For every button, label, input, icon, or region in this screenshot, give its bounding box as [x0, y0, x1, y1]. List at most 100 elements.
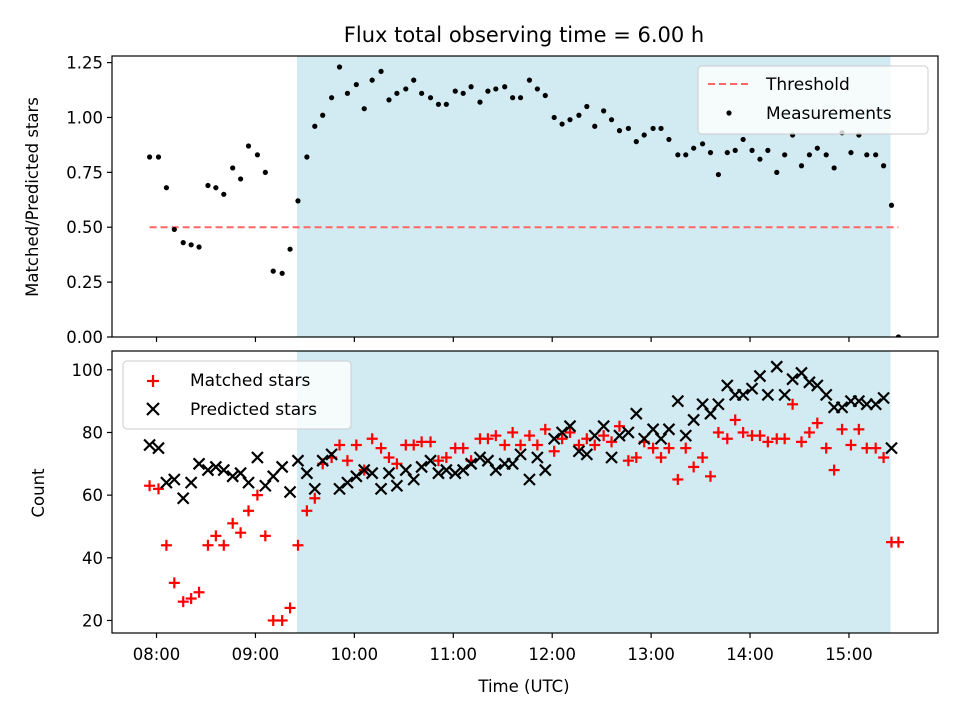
predicted-point: [547, 432, 561, 446]
measurement-point: [196, 244, 202, 250]
predicted-point-b: [547, 432, 561, 446]
measurement-point: [567, 117, 573, 123]
measurement-point: [427, 95, 434, 101]
measurement-point: [625, 125, 631, 132]
matched-point: [507, 426, 519, 438]
matched-point: [630, 452, 642, 464]
predicted-point-b: [555, 426, 569, 439]
predicted-point: [217, 463, 231, 477]
predicted-point-b: [531, 451, 544, 464]
predicted-point-b: [350, 470, 363, 483]
measurement-point: [485, 88, 491, 94]
measurement-point: [798, 163, 805, 169]
predicted-point: [539, 463, 552, 477]
matched-point: [762, 436, 774, 448]
matched-point: [218, 539, 230, 551]
predicted-point: [440, 463, 453, 477]
predicted-point-b: [803, 376, 816, 389]
predicted-point: [687, 413, 700, 427]
measurement-point: [740, 136, 746, 143]
series-measurements: [146, 64, 902, 337]
predicted-point-b: [333, 482, 346, 496]
predicted-point: [192, 457, 206, 471]
matched-point: [688, 461, 700, 473]
predicted-point-b: [869, 397, 882, 411]
predicted-point-b: [605, 451, 618, 464]
matched-point: [598, 430, 610, 442]
matched-point: [341, 455, 353, 467]
predicted-point-b: [234, 466, 247, 480]
matched-point: [383, 452, 395, 464]
axes-frame: [111, 55, 939, 338]
measurement-point: [180, 240, 186, 246]
measurement-point: [213, 185, 219, 191]
predicted-point-b: [325, 448, 338, 461]
measurement-point: [616, 128, 623, 134]
matched-point: [499, 439, 511, 451]
plot-marks: [146, 64, 902, 337]
predicted-point: [209, 460, 223, 474]
measurement-point: [230, 165, 236, 171]
predicted-point-b: [473, 451, 487, 464]
predicted-point: [745, 382, 759, 395]
predicted-point: [860, 397, 874, 411]
measurement-point: [542, 92, 548, 99]
predicted-point-b: [630, 407, 643, 420]
predicted-point-b: [407, 473, 420, 486]
measurement-point: [888, 202, 895, 208]
predicted-point-b: [679, 429, 693, 442]
predicted-point: [736, 388, 750, 402]
measurement-point: [353, 81, 359, 88]
y-tick-label: 60: [82, 486, 103, 505]
predicted-point-b: [671, 394, 685, 408]
predicted-point-b: [300, 466, 314, 480]
matched-point: [523, 430, 535, 442]
legend-matched-swatch: [147, 375, 159, 387]
measurement-point: [221, 191, 227, 197]
predicted-point-b: [778, 388, 791, 402]
predicted-point: [671, 394, 685, 408]
measurement-point: [237, 176, 244, 182]
predicted-point-b: [696, 397, 709, 411]
measurement-point: [336, 64, 343, 70]
matched-point: [573, 439, 585, 451]
predicted-point: [415, 460, 428, 474]
matched-point: [144, 480, 156, 492]
predicted-point: [572, 444, 586, 458]
matched-point: [828, 464, 840, 476]
predicted-point-b: [852, 394, 866, 408]
matched-point: [490, 430, 502, 442]
predicted-point-b: [662, 423, 676, 436]
matched-point: [185, 593, 197, 605]
matched-point: [712, 426, 724, 438]
predicted-point: [300, 466, 314, 480]
matched-point: [334, 439, 346, 451]
measurement-point: [477, 99, 483, 105]
predicted-point: [382, 466, 396, 480]
y-tick-label: 80: [82, 423, 103, 442]
matched-point: [391, 458, 403, 470]
observing-window-span: [296, 351, 891, 633]
predicted-point-b: [736, 388, 750, 402]
predicted-point-b: [563, 419, 577, 433]
measurement-point: [279, 270, 285, 276]
predicted-point-b: [514, 448, 527, 461]
matched-point: [737, 426, 749, 438]
measurement-point: [873, 152, 879, 158]
predicted-point-b: [143, 438, 156, 452]
legend-matched-label: Matched stars: [190, 371, 310, 391]
matched-point: [457, 442, 469, 454]
measurement-point: [584, 103, 590, 110]
predicted-point: [464, 457, 478, 471]
measurement-point: [378, 68, 384, 74]
predicted-point: [325, 448, 338, 461]
predicted-point-b: [745, 382, 759, 395]
predicted-point-b: [489, 463, 503, 477]
predicted-point: [753, 369, 767, 383]
matched-point: [210, 530, 222, 542]
predicted-point: [168, 473, 181, 486]
measurement-point: [443, 101, 449, 107]
predicted-point-b: [580, 448, 594, 461]
measurement-point: [320, 112, 326, 118]
measurement-point: [295, 198, 301, 204]
